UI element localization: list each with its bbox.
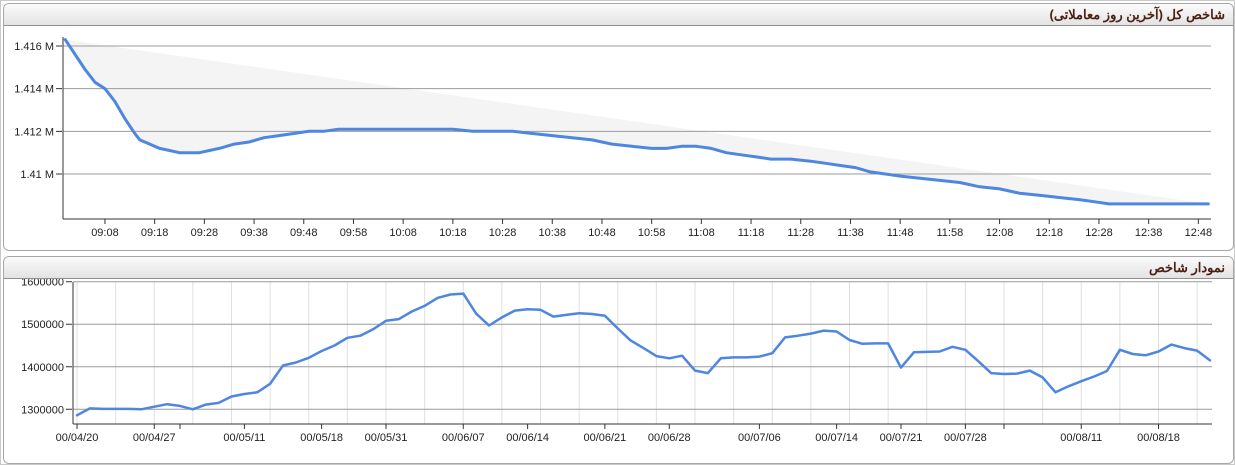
svg-text:00/04/27: 00/04/27 (133, 432, 176, 444)
svg-text:00/08/18: 00/08/18 (1137, 432, 1180, 444)
svg-text:11:58: 11:58 (937, 227, 964, 239)
svg-text:00/07/14: 00/07/14 (815, 432, 858, 444)
svg-text:09:58: 09:58 (340, 227, 368, 239)
svg-text:11:08: 11:08 (688, 227, 715, 239)
svg-text:00/06/07: 00/06/07 (442, 432, 485, 444)
intraday-panel-title: شاخص کل (آخرین روز معاملاتی) (4, 4, 1233, 26)
svg-text:00/05/11: 00/05/11 (223, 432, 265, 444)
svg-text:00/07/06: 00/07/06 (738, 432, 781, 444)
intraday-chart-area: 1.416 M 1.414 M 1.412 M 1.41 M 09:08 09:18 09:… (4, 26, 1233, 250)
svg-text:1.416 M: 1.416 M (14, 41, 54, 53)
svg-text:1.41 M: 1.41 M (20, 169, 54, 181)
svg-text:10:28: 10:28 (489, 227, 517, 239)
svg-text:1400000: 1400000 (21, 362, 64, 374)
index-history-panel: نمودار شاخص 1600000 1500000 1400000 1300000… (3, 256, 1234, 464)
svg-text:00/05/18: 00/05/18 (300, 432, 343, 444)
svg-text:12:48: 12:48 (1185, 227, 1213, 239)
svg-text:11:18: 11:18 (738, 227, 765, 239)
svg-text:09:28: 09:28 (191, 227, 219, 239)
svg-text:10:18: 10:18 (439, 227, 467, 239)
svg-text:09:08: 09:08 (91, 227, 119, 239)
svg-text:12:18: 12:18 (1035, 227, 1063, 239)
svg-text:1600000: 1600000 (21, 279, 64, 289)
svg-text:1300000: 1300000 (21, 404, 64, 416)
svg-text:10:38: 10:38 (538, 227, 566, 239)
intraday-line-chart: 1.416 M 1.414 M 1.412 M 1.41 M 09:08 09:18 09:… (14, 37, 1213, 239)
svg-text:11:38: 11:38 (837, 227, 864, 239)
svg-text:00/05/31: 00/05/31 (365, 432, 408, 444)
svg-text:00/06/28: 00/06/28 (648, 432, 691, 444)
svg-text:11:48: 11:48 (887, 227, 914, 239)
svg-text:00/06/21: 00/06/21 (583, 432, 626, 444)
svg-text:10:48: 10:48 (588, 227, 616, 239)
svg-text:10:58: 10:58 (638, 227, 666, 239)
svg-text:11:28: 11:28 (787, 227, 814, 239)
svg-text:09:38: 09:38 (240, 227, 268, 239)
history-line-chart: 1600000 1500000 1400000 1300000 00/04/20 00/0… (21, 279, 1212, 444)
history-chart-area: 1600000 1500000 1400000 1300000 00/04/20 00/0… (4, 279, 1233, 463)
svg-text:12:28: 12:28 (1085, 227, 1113, 239)
svg-text:12:08: 12:08 (986, 227, 1014, 239)
svg-text:1.412 M: 1.412 M (14, 126, 54, 138)
svg-text:00/04/20: 00/04/20 (56, 432, 99, 444)
svg-text:09:18: 09:18 (141, 227, 169, 239)
svg-text:09:48: 09:48 (290, 227, 318, 239)
svg-text:00/07/28: 00/07/28 (944, 432, 987, 444)
svg-text:12:38: 12:38 (1135, 227, 1163, 239)
svg-text:00/06/14: 00/06/14 (506, 432, 549, 444)
svg-text:00/07/21: 00/07/21 (880, 432, 923, 444)
svg-text:1500000: 1500000 (21, 319, 64, 331)
svg-text:1.414 M: 1.414 M (14, 84, 54, 96)
history-panel-title: نمودار شاخص (4, 257, 1233, 279)
intraday-index-panel: شاخص کل (آخرین روز معاملاتی) 1.416 M 1.41… (3, 3, 1234, 251)
svg-text:10:08: 10:08 (389, 227, 417, 239)
svg-text:00/08/11: 00/08/11 (1060, 432, 1102, 444)
